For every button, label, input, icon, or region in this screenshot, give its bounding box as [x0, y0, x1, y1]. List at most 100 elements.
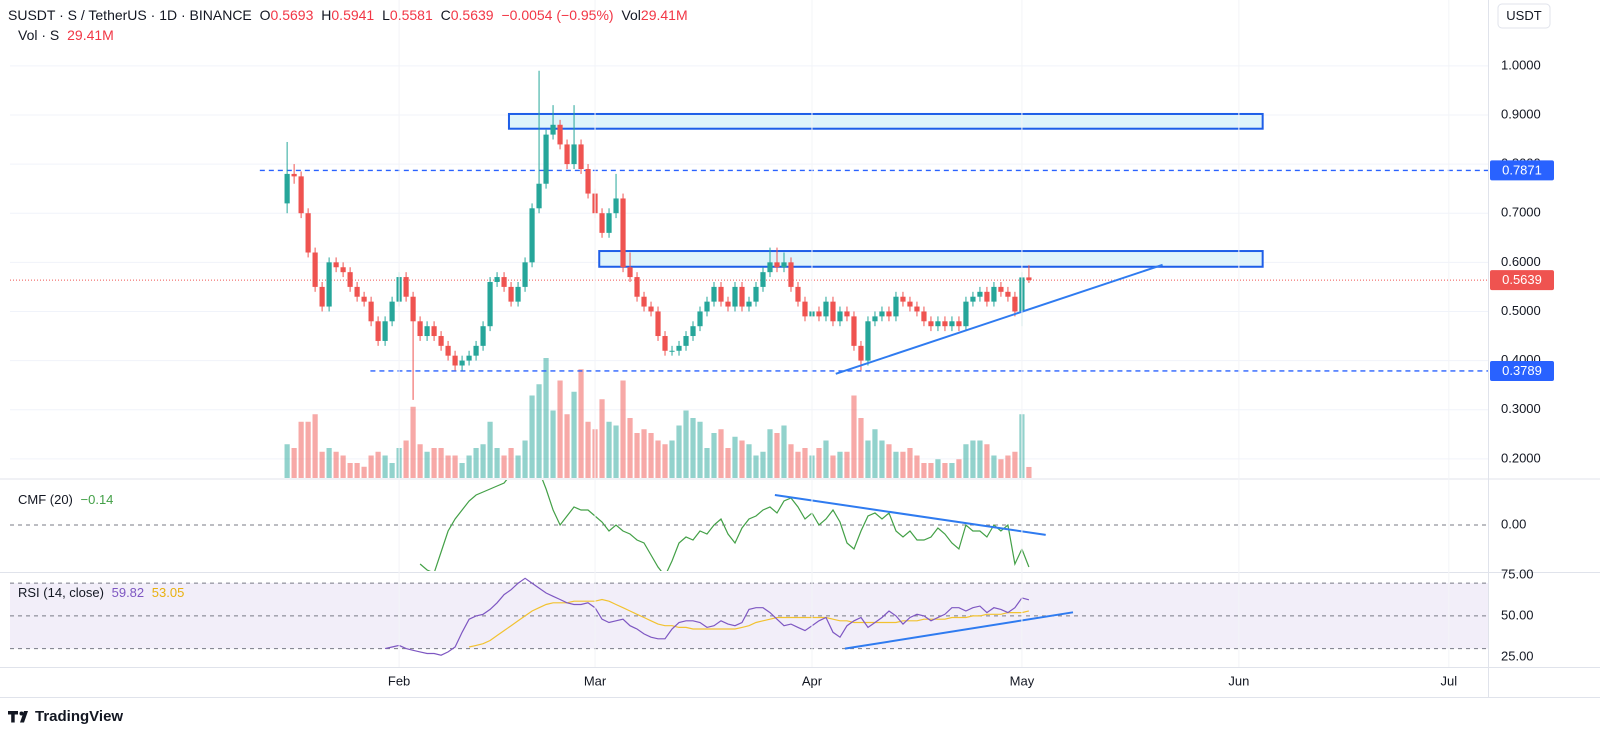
- brand-logo: [8, 711, 28, 723]
- volume-bar: [508, 448, 514, 478]
- vol-legend-value: 29.41M: [67, 27, 114, 43]
- candle-body: [403, 277, 409, 297]
- volume-bar: [893, 451, 899, 478]
- x-tick-label: Mar: [584, 673, 607, 688]
- candle-body: [361, 296, 367, 302]
- volume-bar: [571, 391, 577, 478]
- candle-body: [998, 286, 1004, 292]
- rsi-line: [384, 577, 1030, 656]
- ohlc-key: C: [440, 7, 451, 23]
- candle-body: [375, 321, 381, 341]
- cmf-tick-label: 0.00: [1501, 516, 1526, 531]
- candle-body: [704, 301, 710, 312]
- currency-box: [1497, 3, 1551, 29]
- volume-bar: [284, 444, 290, 478]
- candle-body: [578, 144, 584, 169]
- candle-body: [732, 286, 738, 307]
- volume-bar: [802, 448, 808, 478]
- candle-body: [557, 124, 563, 145]
- candle-body: [466, 355, 472, 361]
- volume-bar: [382, 455, 388, 478]
- candle-body: [347, 272, 353, 287]
- candle-body: [788, 262, 794, 287]
- candle-body: [571, 144, 577, 165]
- candle-body: [683, 336, 689, 346]
- candle-body: [879, 311, 885, 317]
- vol-value: 29.41M: [640, 7, 688, 23]
- volume-bar: [641, 429, 647, 478]
- candle-body: [298, 176, 304, 214]
- candle-body: [452, 355, 458, 366]
- brand: TradingView: [35, 708, 123, 725]
- candle-body: [690, 326, 696, 337]
- candle-body: [921, 311, 927, 322]
- candle-body: [970, 296, 976, 302]
- candle-body: [550, 124, 556, 135]
- volume-bar: [795, 451, 801, 478]
- ohlc-low: 0.5581: [389, 7, 433, 23]
- volume-bar: [368, 455, 374, 478]
- volume-bar: [949, 463, 955, 478]
- candle-body: [914, 306, 920, 312]
- volume-bar: [746, 444, 752, 478]
- candle-body: [655, 311, 661, 337]
- x-tick-label: Jul: [1440, 673, 1457, 688]
- volume-bar: [445, 455, 451, 478]
- level-badge: 0.3789: [1502, 363, 1542, 378]
- volume-bar: [655, 440, 661, 478]
- volume-bar: [711, 433, 717, 478]
- candle-body: [823, 301, 829, 317]
- candle-body: [928, 321, 934, 327]
- axes: Feb Mar Apr May Jun Jul0.20000.30000.40000.50…: [388, 0, 1554, 688]
- volume-bar: [522, 440, 528, 478]
- candle-body: [837, 311, 843, 322]
- volume-bar: [515, 455, 521, 478]
- volume-bar: [431, 448, 437, 478]
- trendline: [774, 494, 1046, 536]
- candle-body: [865, 321, 871, 361]
- candle-body: [564, 144, 570, 165]
- candle-body: [522, 262, 528, 287]
- volume-bar: [697, 421, 703, 478]
- candle-body: [508, 286, 514, 302]
- volume-bar: [690, 418, 696, 478]
- legend-volume: Vol · S 29.41M: [18, 27, 118, 43]
- candle-body: [725, 301, 731, 307]
- candle-body: [417, 321, 423, 337]
- candle-body: [956, 321, 962, 327]
- volume-bar: [781, 425, 787, 478]
- volume-bar: [844, 451, 850, 478]
- logo-t: [8, 711, 18, 723]
- candle-body: [501, 277, 507, 287]
- volume-bar: [662, 444, 668, 478]
- volume-bar: [529, 395, 535, 478]
- volume-bar: [970, 440, 976, 478]
- candle-body: [963, 301, 969, 327]
- volume-bar: [578, 369, 584, 478]
- candle-body: [830, 301, 836, 322]
- candle-body: [816, 311, 822, 317]
- volume-bar: [963, 444, 969, 478]
- candle-body: [886, 311, 892, 317]
- candle-body: [354, 286, 360, 297]
- volume-bar: [480, 444, 486, 478]
- candle-body: [333, 262, 339, 268]
- y-tick-label: 0.9000: [1501, 106, 1541, 121]
- rsi-pane: [10, 574, 1488, 667]
- volume-bar: [683, 410, 689, 478]
- volume-bar: [704, 448, 710, 478]
- volume-bar: [837, 451, 843, 478]
- candle-body: [1026, 277, 1032, 281]
- volume-bar: [599, 399, 605, 478]
- volume-bar: [1026, 466, 1032, 478]
- volume-bar: [886, 444, 892, 478]
- legend-main: SUSDT · S / TetherUS · 1D · BINANCE O0.5…: [8, 7, 692, 23]
- volume-bar: [998, 459, 1004, 478]
- volume-bar: [613, 425, 619, 478]
- ohlc-high: 0.5941: [331, 7, 375, 23]
- volume-bar: [354, 463, 360, 478]
- level-badge-bg: [1490, 160, 1554, 181]
- candle-body: [872, 316, 878, 322]
- candle-body: [305, 213, 311, 253]
- volume-bar: [767, 429, 773, 478]
